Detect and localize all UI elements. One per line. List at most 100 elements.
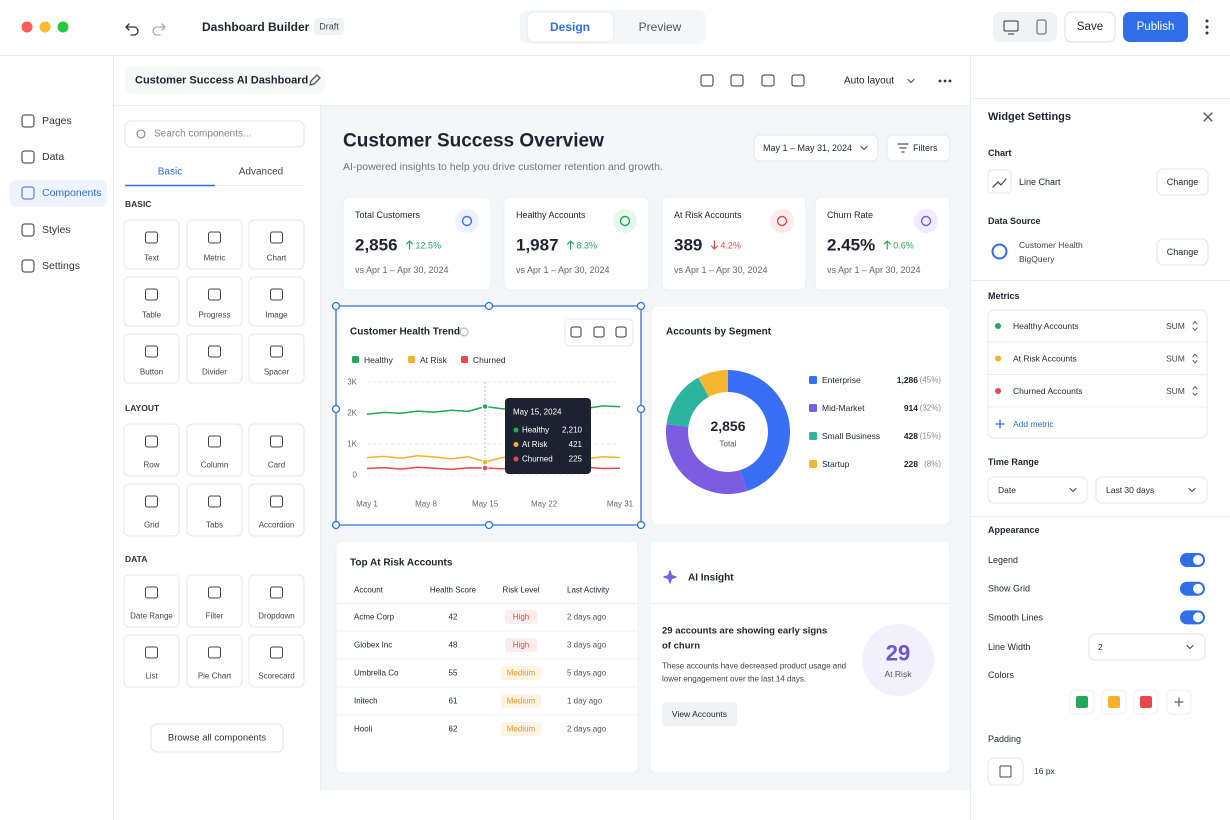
nav-item[interactable]: Settings xyxy=(42,260,80,272)
metric-agg[interactable]: SUM xyxy=(1166,354,1185,364)
chart-title: Accounts by Segment xyxy=(666,327,772,338)
toolbar-icon[interactable] xyxy=(791,74,805,87)
publish-button[interactable] xyxy=(1123,12,1188,42)
donut-total-label: Total xyxy=(720,440,737,449)
filters-button[interactable] xyxy=(886,134,951,162)
risk-level: High xyxy=(513,641,529,650)
legend-swatch xyxy=(352,356,359,363)
browse-button[interactable] xyxy=(150,723,284,753)
time-field-select[interactable] xyxy=(987,476,1088,504)
more-icon xyxy=(943,79,947,83)
tab[interactable]: Design xyxy=(550,20,590,34)
toolbar-icon[interactable] xyxy=(730,74,744,87)
component-tile[interactable] xyxy=(248,423,305,477)
table-cell: 2 days ago xyxy=(567,725,607,734)
change-label[interactable]: Change xyxy=(1167,177,1199,187)
metric-agg[interactable]: SUM xyxy=(1166,386,1185,396)
view-accounts-label[interactable]: View Accounts xyxy=(672,709,727,719)
panel-tab[interactable]: Basic xyxy=(158,167,182,178)
component-tile[interactable] xyxy=(123,333,180,384)
nav-active-bg xyxy=(10,180,107,207)
search-placeholder: Search components... xyxy=(154,129,251,140)
component-tile[interactable] xyxy=(186,333,243,384)
component-tile[interactable] xyxy=(248,483,305,537)
nav-item[interactable]: Data xyxy=(42,151,64,163)
save-button[interactable] xyxy=(1064,11,1116,43)
component-tile[interactable] xyxy=(248,276,305,327)
component-tile[interactable] xyxy=(186,483,243,537)
resize-handle xyxy=(636,520,646,530)
metric-agg[interactable]: SUM xyxy=(1166,321,1185,331)
change-button[interactable] xyxy=(1156,168,1209,196)
component-tile[interactable] xyxy=(186,574,243,628)
publish-label[interactable]: Publish xyxy=(1137,21,1175,33)
toggle-knob xyxy=(1193,612,1203,623)
panel-tab[interactable]: Advanced xyxy=(239,167,283,178)
component-label: Text xyxy=(144,254,159,263)
time-range-select[interactable] xyxy=(1095,476,1208,504)
component-tile[interactable] xyxy=(123,219,180,270)
component-icon xyxy=(208,345,221,358)
component-tile[interactable] xyxy=(248,634,305,688)
table-cell: Initech xyxy=(354,697,378,706)
view-accounts-button[interactable] xyxy=(662,702,737,726)
component-tile[interactable] xyxy=(248,574,305,628)
component-label: Table xyxy=(142,311,162,320)
toolbar-icon[interactable] xyxy=(700,74,714,87)
component-tile[interactable] xyxy=(186,423,243,477)
component-label: Chart xyxy=(267,254,287,263)
nav-item[interactable]: Styles xyxy=(42,224,71,236)
nav-item[interactable]: Components xyxy=(42,187,102,199)
component-icon xyxy=(270,586,283,599)
component-tile[interactable] xyxy=(186,276,243,327)
component-tile[interactable] xyxy=(123,483,180,537)
tab[interactable]: Preview xyxy=(639,20,682,34)
add-metric[interactable]: Add metric xyxy=(1013,419,1054,429)
toolbar-icon[interactable] xyxy=(761,74,775,87)
tab-active[interactable] xyxy=(526,11,615,43)
component-tile[interactable] xyxy=(248,219,305,270)
widget-action[interactable] xyxy=(570,326,582,338)
component-tile[interactable] xyxy=(186,219,243,270)
redo-icon xyxy=(152,23,166,36)
kpi-change: 8.3% xyxy=(577,241,598,251)
date-picker[interactable] xyxy=(753,134,879,162)
mobile-icon[interactable] xyxy=(1036,19,1047,35)
change-label[interactable]: Change xyxy=(1167,247,1199,257)
table-cell: 1 day ago xyxy=(567,697,603,706)
component-icon xyxy=(270,495,283,508)
component-icon xyxy=(145,646,158,659)
time-field: Date xyxy=(998,485,1016,495)
desktop-icon[interactable] xyxy=(1003,20,1019,32)
search-icon xyxy=(136,129,146,139)
close-icon xyxy=(1203,112,1213,122)
hover-point xyxy=(481,458,489,466)
component-tile[interactable] xyxy=(123,574,180,628)
component-tile[interactable] xyxy=(123,276,180,327)
component-tile[interactable] xyxy=(186,634,243,688)
nav-item[interactable]: Pages xyxy=(42,115,72,127)
padding-value: 16 px xyxy=(1034,766,1056,776)
search-box[interactable] xyxy=(124,120,305,148)
x-tick-label: May 15 xyxy=(472,500,499,509)
browse-label[interactable]: Browse all components xyxy=(168,733,266,744)
change-button[interactable] xyxy=(1156,238,1209,266)
component-tile[interactable] xyxy=(248,333,305,384)
widget-action[interactable] xyxy=(593,326,605,338)
line-width-select[interactable] xyxy=(1088,633,1206,661)
save-label[interactable]: Save xyxy=(1077,21,1103,33)
hover-point xyxy=(481,403,489,410)
kpi-card xyxy=(342,196,492,291)
filters-label[interactable]: Filters xyxy=(913,143,938,153)
component-tile[interactable] xyxy=(123,634,180,688)
more-icon xyxy=(1205,25,1209,29)
legend-share: (32%) xyxy=(920,404,942,413)
table-cell: 2 days ago xyxy=(567,613,607,622)
widget-action[interactable] xyxy=(615,326,627,338)
kpi-icon xyxy=(920,215,932,227)
component-label: Scorecard xyxy=(258,672,294,681)
resize-handle xyxy=(331,301,341,311)
layout-select[interactable]: Auto layout xyxy=(844,76,894,87)
component-tile[interactable] xyxy=(123,423,180,477)
metric-name: Churned Accounts xyxy=(1013,386,1082,396)
